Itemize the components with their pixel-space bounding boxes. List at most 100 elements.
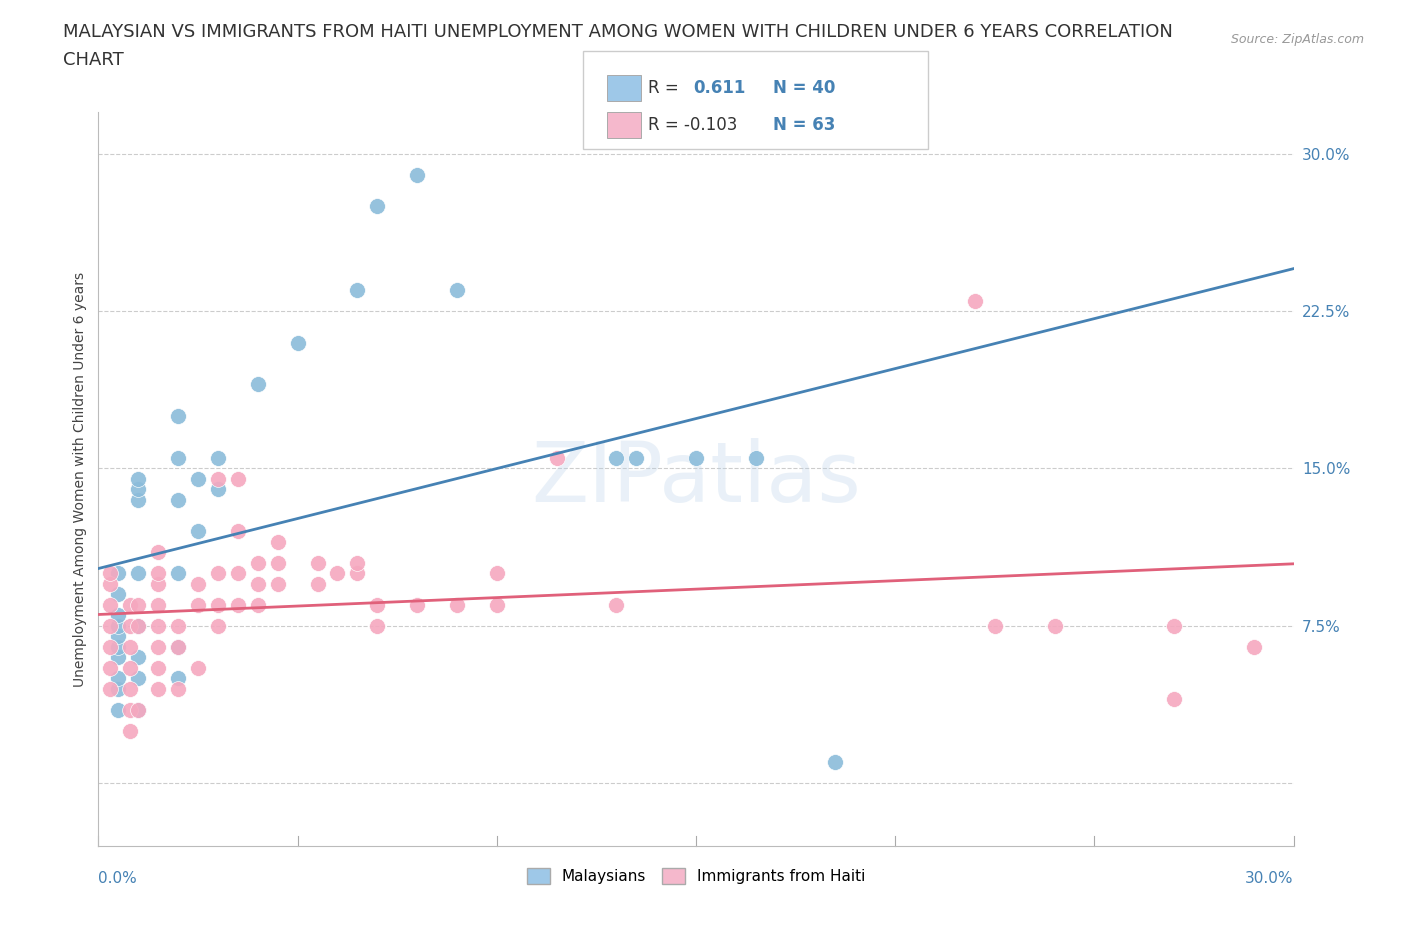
Point <box>446 283 468 298</box>
Point <box>1043 618 1066 633</box>
Point <box>287 335 309 350</box>
Point <box>207 472 229 486</box>
Point <box>226 597 249 612</box>
Point <box>187 597 209 612</box>
Point <box>307 577 329 591</box>
Point <box>98 566 122 581</box>
Point <box>226 524 249 538</box>
Point <box>107 650 129 665</box>
Point <box>107 629 129 644</box>
Point <box>120 702 142 717</box>
Text: Source: ZipAtlas.com: Source: ZipAtlas.com <box>1230 33 1364 46</box>
Point <box>167 671 190 685</box>
Text: MALAYSIAN VS IMMIGRANTS FROM HAITI UNEMPLOYMENT AMONG WOMEN WITH CHILDREN UNDER : MALAYSIAN VS IMMIGRANTS FROM HAITI UNEMP… <box>63 23 1173 41</box>
Point <box>207 566 229 581</box>
Point <box>127 650 149 665</box>
Point <box>187 524 209 538</box>
Point <box>98 660 122 675</box>
Point <box>127 566 149 581</box>
Point <box>187 660 209 675</box>
Point <box>98 640 122 655</box>
Point <box>366 597 388 612</box>
Point <box>1163 692 1185 707</box>
Point <box>120 618 142 633</box>
Point <box>485 566 508 581</box>
Point <box>626 450 648 465</box>
Text: ZIPatlas: ZIPatlas <box>531 438 860 520</box>
Point <box>1243 640 1265 655</box>
Point <box>127 618 149 633</box>
Point <box>267 535 290 550</box>
Point <box>246 377 269 392</box>
Point <box>207 450 229 465</box>
Point <box>187 472 209 486</box>
Point <box>167 618 190 633</box>
Point <box>107 702 129 717</box>
Point <box>148 566 170 581</box>
Point <box>148 660 170 675</box>
Point <box>127 618 149 633</box>
Point <box>207 597 229 612</box>
Point <box>207 482 229 497</box>
Point <box>226 566 249 581</box>
Point <box>127 482 149 497</box>
Point <box>546 450 568 465</box>
Point <box>1163 618 1185 633</box>
Point <box>107 587 129 602</box>
Point <box>98 618 122 633</box>
Point <box>120 682 142 697</box>
Text: R =: R = <box>648 79 679 98</box>
Point <box>148 640 170 655</box>
Point <box>127 493 149 508</box>
Text: 0.0%: 0.0% <box>98 871 138 886</box>
Point <box>366 618 388 633</box>
Point <box>120 660 142 675</box>
Point <box>745 450 768 465</box>
Point <box>98 682 122 697</box>
Point <box>127 702 149 717</box>
Point <box>485 597 508 612</box>
Point <box>167 640 190 655</box>
Point <box>148 577 170 591</box>
Point <box>246 597 269 612</box>
Point <box>267 555 290 570</box>
Point <box>246 555 269 570</box>
Point <box>346 283 368 298</box>
Point <box>685 450 707 465</box>
Point <box>406 597 429 612</box>
Point <box>366 199 388 214</box>
Point <box>148 597 170 612</box>
Point <box>127 702 149 717</box>
Text: 30.0%: 30.0% <box>1246 871 1294 886</box>
Point <box>127 597 149 612</box>
Point <box>167 566 190 581</box>
Point <box>346 555 368 570</box>
Point <box>267 577 290 591</box>
Point <box>346 566 368 581</box>
Point <box>107 608 129 623</box>
Point <box>107 618 129 633</box>
Point <box>148 682 170 697</box>
Point <box>98 597 122 612</box>
Text: CHART: CHART <box>63 51 124 69</box>
Point <box>167 682 190 697</box>
Point <box>107 671 129 685</box>
Point <box>107 640 129 655</box>
Point <box>446 597 468 612</box>
Legend: Malaysians, Immigrants from Haiti: Malaysians, Immigrants from Haiti <box>520 862 872 890</box>
Text: R = -0.103: R = -0.103 <box>648 115 738 134</box>
Text: 0.611: 0.611 <box>693 79 745 98</box>
Point <box>326 566 349 581</box>
Point <box>605 597 627 612</box>
Point <box>167 408 190 423</box>
Text: N = 40: N = 40 <box>773 79 835 98</box>
Point <box>246 577 269 591</box>
Point <box>127 671 149 685</box>
Point <box>187 577 209 591</box>
Point <box>824 755 846 770</box>
Point <box>307 555 329 570</box>
Point <box>148 545 170 560</box>
Point <box>107 682 129 697</box>
Point <box>98 577 122 591</box>
Point <box>226 472 249 486</box>
